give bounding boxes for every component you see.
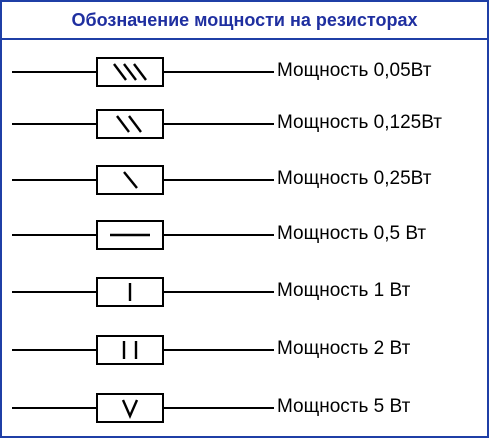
power-label-6: Мощность 5 Вт xyxy=(277,396,411,417)
resistor-row-0: Мощность 0,05Вт xyxy=(2,52,487,92)
diagram-title: Обозначение мощности на резисторах xyxy=(2,2,487,40)
resistor-row-5: Мощность 2 Вт xyxy=(2,330,487,370)
resistor-symbol-5 xyxy=(12,335,274,365)
resistor-row-4: Мощность 1 Вт xyxy=(2,272,487,312)
power-label-0: Мощность 0,05Вт xyxy=(277,60,432,81)
power-label-5: Мощность 2 Вт xyxy=(277,338,411,359)
power-label-4: Мощность 1 Вт xyxy=(277,280,411,301)
roman-five-mark xyxy=(121,399,139,419)
resistor-symbol-2 xyxy=(12,165,274,195)
double-slash-mark xyxy=(116,115,142,133)
power-label-3: Мощность 0,5 Вт xyxy=(277,223,427,244)
single-slash-mark xyxy=(123,171,138,189)
triple-slash-mark xyxy=(113,63,147,81)
power-label-1: Мощность 0,125Вт xyxy=(277,112,442,133)
resistor-symbol-4 xyxy=(12,277,274,307)
power-label-2: Мощность 0,25Вт xyxy=(277,168,432,189)
resistor-symbol-0 xyxy=(12,57,274,87)
resistor-row-1: Мощность 0,125Вт xyxy=(2,104,487,144)
resistor-symbol-1 xyxy=(12,109,274,139)
resistor-row-6: Мощность 5 Вт xyxy=(2,388,487,428)
resistor-row-3: Мощность 0,5 Вт xyxy=(2,215,487,255)
roman-two-mark xyxy=(122,341,138,359)
resistor-row-2: Мощность 0,25Вт xyxy=(2,160,487,200)
resistor-symbol-6 xyxy=(12,393,274,423)
resistor-symbol-3 xyxy=(12,220,274,250)
